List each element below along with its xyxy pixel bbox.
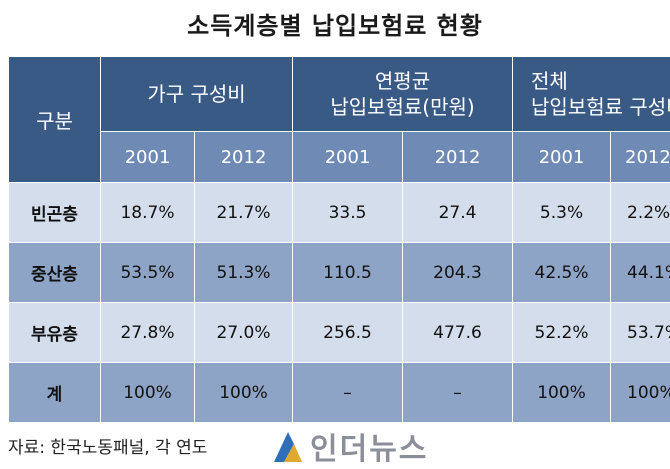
table-cell: 51.3% [193, 242, 294, 303]
table-title: 소득계층별 납입보험료 현황 [187, 12, 483, 40]
table-cell: 477.6 [402, 302, 514, 363]
header-year: 2001 [100, 131, 195, 183]
premium-table: 구분 가구 구성비 연평균 납입보험료(만원) 전체 납입보험료 구성비 200… [8, 56, 670, 423]
table-cell: 100% [193, 362, 294, 423]
table-cell: 27.8% [100, 302, 195, 363]
table-cell: 42.5% [512, 242, 612, 303]
table-cell: 5.3% [512, 182, 612, 243]
header-group-avg-premium: 연평균 납입보험료(만원) [292, 56, 514, 132]
table-cell: 53.7% [610, 302, 670, 363]
table-cell: – [292, 362, 404, 423]
row-label: 중산층 [8, 242, 101, 303]
header-year: 2012 [193, 131, 294, 183]
table-row-poor: 빈곤층 18.7% 21.7% 33.5 27.4 5.3% 2.2% [8, 182, 670, 243]
header-year: 2001 [512, 131, 612, 183]
logo-text: 인더뉴스 [310, 432, 429, 467]
row-label: 빈곤층 [8, 182, 101, 243]
table-cell: 27.0% [193, 302, 294, 363]
table-cell: 33.5 [292, 182, 404, 243]
table-cell: 52.2% [512, 302, 612, 363]
source-note: 자료: 한국노동패널, 각 연도 [8, 438, 208, 458]
table-cell: 2.2% [610, 182, 670, 243]
table-row-rich: 부유층 27.8% 27.0% 256.5 477.6 52.2% 53.7% [8, 302, 670, 363]
table-container: 구분 가구 구성비 연평균 납입보험료(만원) 전체 납입보험료 구성비 200… [8, 56, 670, 428]
table-row-total: 계 100% 100% – – 100% 100% [8, 362, 670, 423]
row-label: 계 [8, 362, 101, 423]
header-year: 2001 [292, 131, 404, 183]
inthenews-logo: 인더뉴스 [270, 426, 429, 467]
table-cell: 110.5 [292, 242, 404, 303]
table-cell: 100% [610, 362, 670, 423]
table-cell: 21.7% [193, 182, 294, 243]
header-corner: 구분 [8, 56, 101, 183]
header-year: 2012 [610, 131, 670, 183]
table-cell: 27.4 [402, 182, 514, 243]
table-cell: 44.1% [610, 242, 670, 303]
table-cell: 256.5 [292, 302, 404, 363]
table-cell: 53.5% [100, 242, 195, 303]
header-group-household-ratio: 가구 구성비 [99, 56, 294, 132]
header-year: 2012 [402, 131, 514, 183]
inthenews-logo-icon [270, 428, 306, 464]
table-cell: 100% [512, 362, 612, 423]
row-label: 부유층 [8, 302, 101, 363]
table-cell: 204.3 [402, 242, 514, 303]
table-cell: 18.7% [100, 182, 195, 243]
table-cell: 100% [100, 362, 195, 423]
table-cell: – [402, 362, 514, 423]
table-row-middle: 중산층 53.5% 51.3% 110.5 204.3 42.5% 44.1% [8, 242, 670, 303]
header-group-total-premium-ratio: 전체 납입보험료 구성비 [512, 56, 670, 132]
